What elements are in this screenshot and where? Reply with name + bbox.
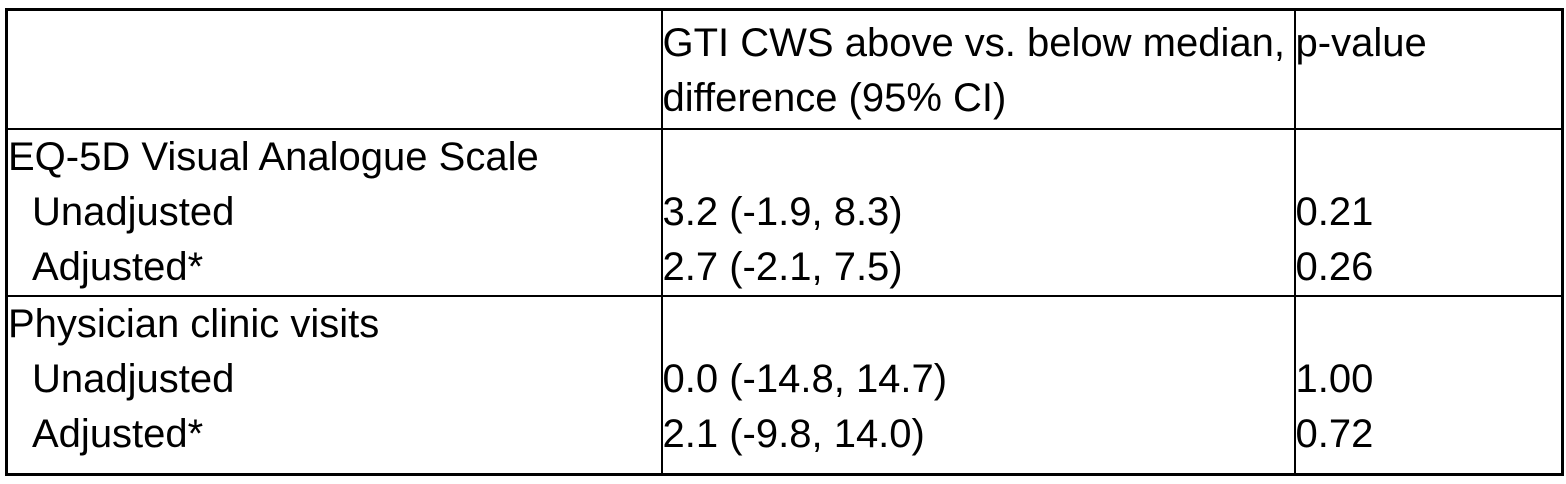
row-label-unadjusted: Unadjusted [32,357,235,401]
spacer-line [1297,298,1561,352]
section-eq5d-difference-cell: 3.2 (-1.9, 8.3) 2.7 (-2.1, 7.5) [660,128,1296,297]
section-physician-pvalue-cell: 1.00 0.72 [1293,295,1564,476]
header-difference-cell: GTI CWS above vs. below median, differen… [660,8,1296,130]
header-pvalue-label: p-value [1295,21,1427,65]
difference-value-adjusted: 2.7 (-2.1, 7.5) [662,245,903,289]
header-row: GTI CWS above vs. below median, differen… [5,8,1564,130]
section-eq5d-pvalue-cell: 0.21 0.26 [1293,128,1564,297]
section-row-eq5d: EQ-5D Visual Analogue Scale Unadjusted A… [5,128,1564,297]
section-label: Physician clinic visits [8,302,380,346]
pvalue-adjusted: 0.72 [1295,412,1374,456]
section-physician-difference-cell: 0.0 (-14.8, 14.7) 2.1 (-9.8, 14.0) [660,295,1296,476]
difference-value-unadjusted: 3.2 (-1.9, 8.3) [662,190,903,234]
row-label-unadjusted: Unadjusted [32,190,235,234]
spacer-line [664,298,1293,352]
row-label-adjusted: Adjusted* [32,412,204,456]
row-label-adjusted: Adjusted* [32,245,204,289]
spacer-line [1297,131,1561,185]
pvalue-adjusted: 0.26 [1295,245,1374,289]
pvalue-unadjusted: 0.21 [1295,190,1374,234]
section-eq5d-labels-cell: EQ-5D Visual Analogue Scale Unadjusted A… [5,128,663,297]
pvalue-unadjusted: 1.00 [1295,357,1374,401]
header-pvalue-cell: p-value [1293,8,1564,130]
header-empty-cell [5,8,663,130]
spacer-line [664,131,1293,185]
section-physician-labels-cell: Physician clinic visits Unadjusted Adjus… [5,295,663,476]
results-table: GTI CWS above vs. below median, differen… [5,8,1564,476]
section-row-physician-visits: Physician clinic visits Unadjusted Adjus… [5,295,1564,476]
header-difference-label: GTI CWS above vs. below median, differen… [662,21,1285,120]
difference-value-adjusted: 2.1 (-9.8, 14.0) [662,412,925,456]
difference-value-unadjusted: 0.0 (-14.8, 14.7) [662,357,948,401]
section-label: EQ-5D Visual Analogue Scale [8,135,539,179]
